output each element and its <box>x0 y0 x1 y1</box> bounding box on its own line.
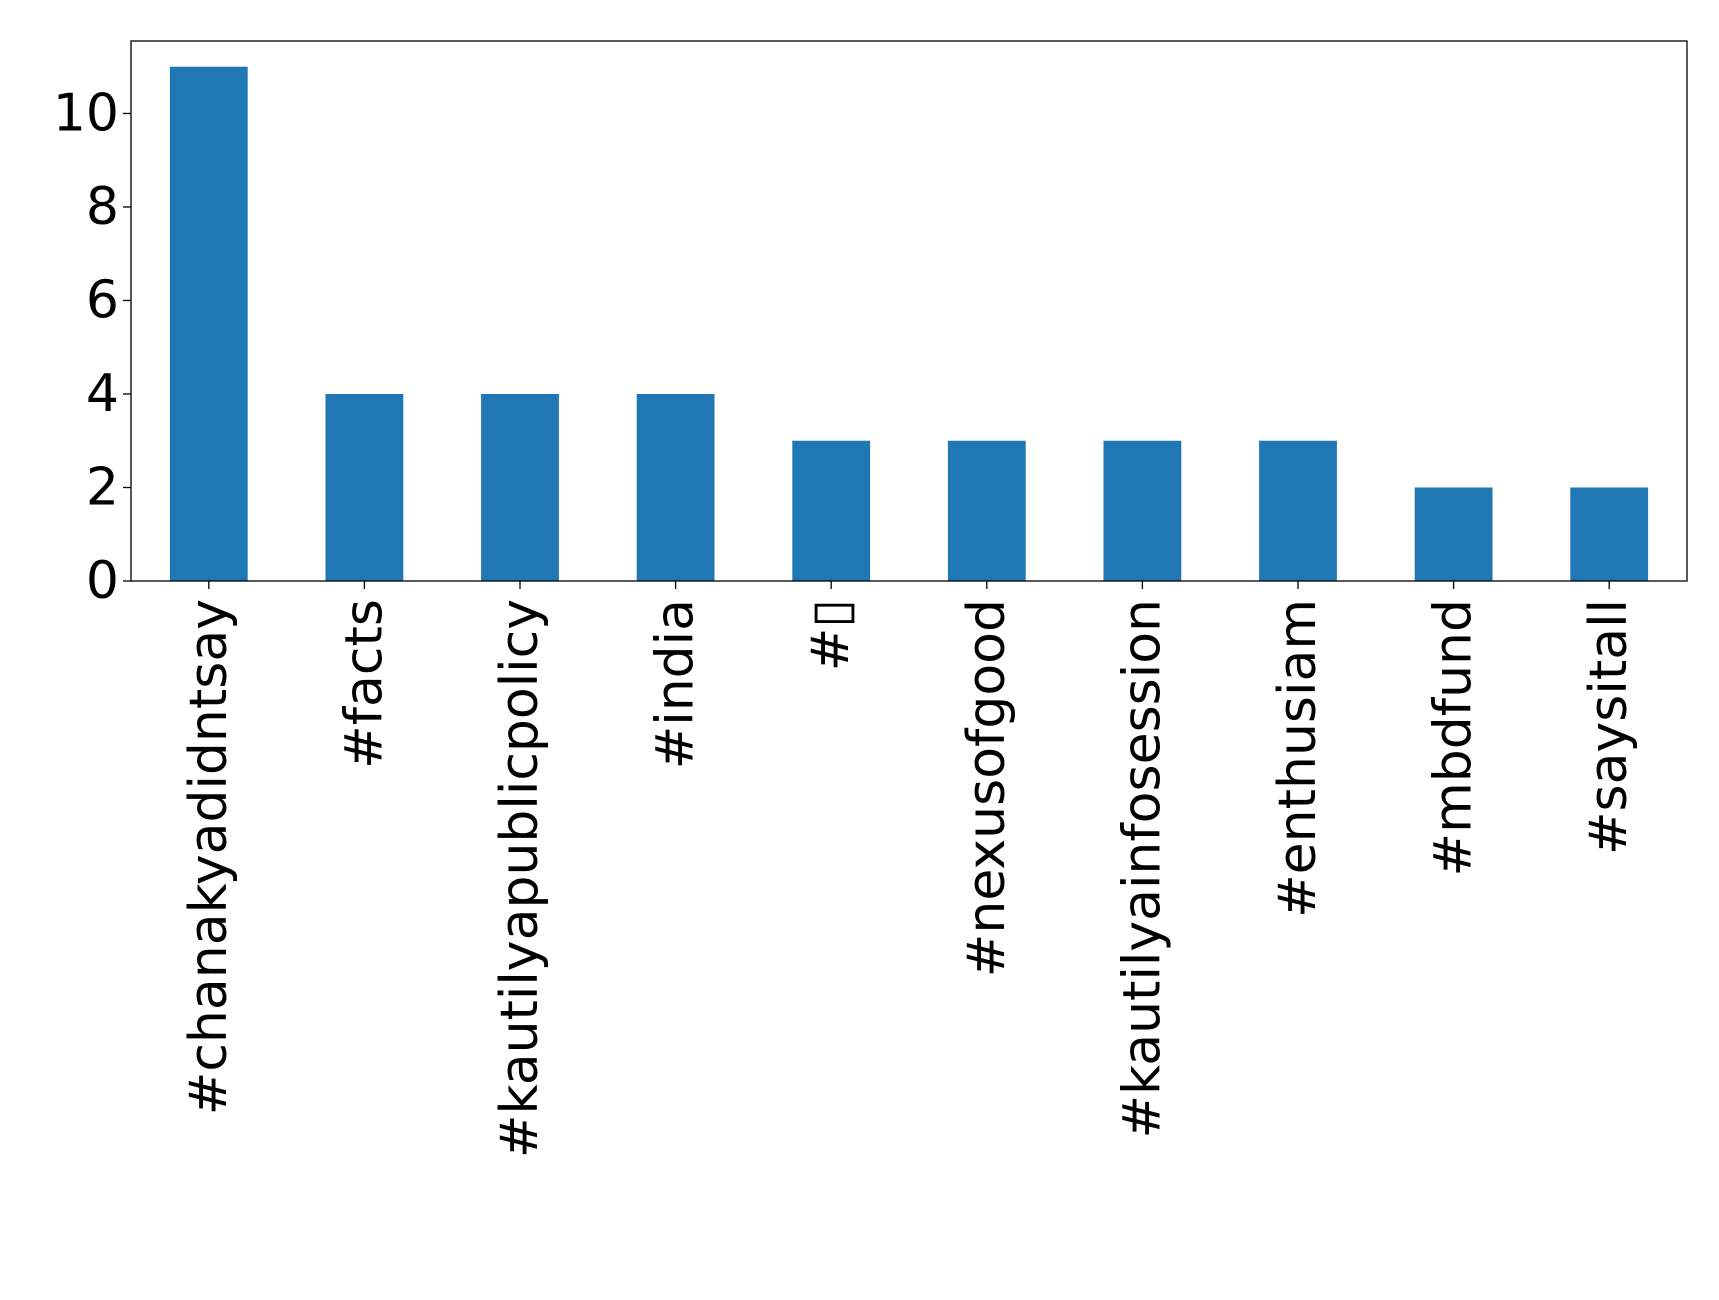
bar-0 <box>169 66 248 581</box>
bar-1 <box>325 393 404 581</box>
y-tick-label-3: 6 <box>86 270 119 330</box>
x-tick-label-2: #kautilyapublicpolicy <box>490 599 550 1158</box>
x-axis: #chanakyadidntsay #facts #kautilyapublicpo… <box>179 581 1639 1158</box>
x-tick-label-6: #kautilyainfosession <box>1112 599 1172 1139</box>
bar-4 <box>792 440 871 581</box>
x-tick-label-9: #saysitall <box>1579 599 1639 855</box>
y-axis: 0 2 4 6 8 10 <box>53 83 131 611</box>
x-tick-label-0: #chanakyadidntsay <box>179 599 239 1115</box>
bar-5 <box>947 440 1026 581</box>
x-tick-label-7: #enthusiam <box>1268 599 1328 918</box>
plot-frame <box>130 40 1688 582</box>
x-tick-label-5: #nexusofgood <box>957 599 1017 977</box>
y-tick-label-0: 0 <box>86 551 119 611</box>
x-tick-label-4: #▯ <box>801 599 861 671</box>
x-tick-label-3: #india <box>646 599 706 769</box>
x-tick-label-1: #facts <box>334 599 394 769</box>
bar-3 <box>636 393 715 581</box>
bar-8 <box>1414 487 1493 581</box>
bar-6 <box>1103 440 1182 581</box>
bars-group <box>169 66 1649 581</box>
y-tick-label-4: 8 <box>86 177 119 237</box>
bar-9 <box>1570 487 1649 581</box>
y-tick-label-5: 10 <box>53 83 119 143</box>
y-tick-label-2: 4 <box>86 364 119 424</box>
x-tick-label-8: #mbdfund <box>1424 599 1484 876</box>
bar-7 <box>1259 440 1337 581</box>
bar-2 <box>481 393 559 581</box>
y-tick-label-1: 2 <box>86 457 119 517</box>
